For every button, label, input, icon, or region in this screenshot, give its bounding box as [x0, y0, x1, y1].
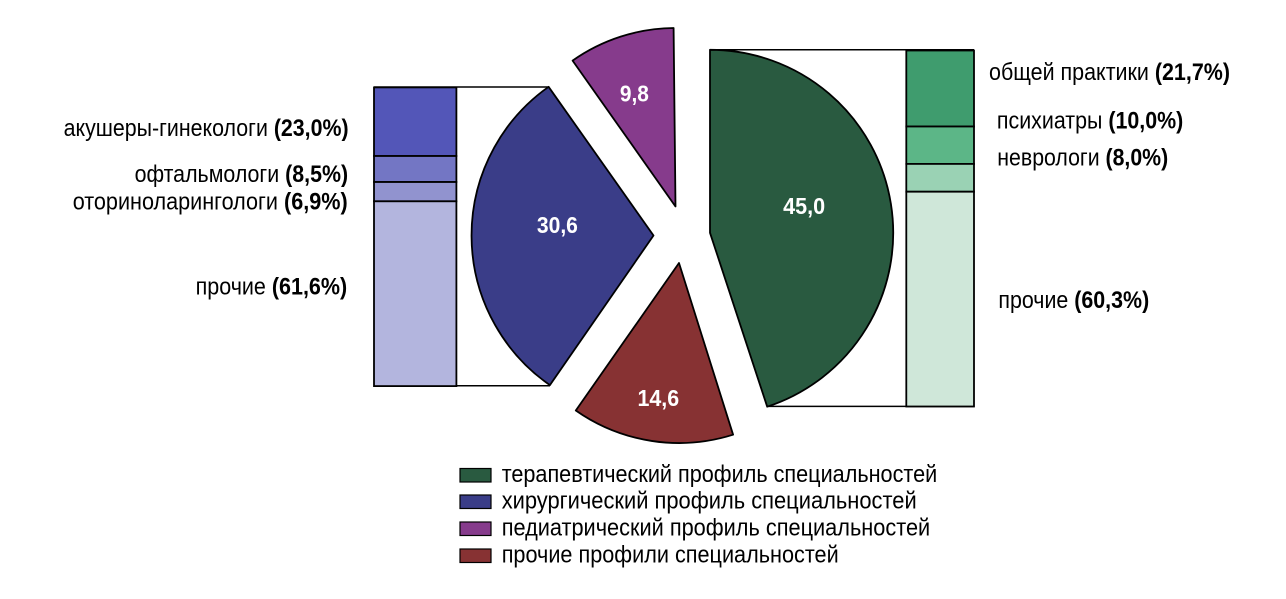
svg-text:(8,0%): (8,0%)	[1100, 144, 1169, 171]
svg-text:(6,9%): (6,9%)	[278, 188, 348, 215]
svg-text:30,6: 30,6	[537, 212, 578, 238]
svg-text:9,8: 9,8	[620, 80, 649, 106]
svg-text:прочие профили специальностей: прочие профили специальностей	[502, 541, 839, 568]
svg-text:акушеры-гинекологи: акушеры-гинекологи	[64, 115, 268, 142]
svg-text:хирургический профиль специаль: хирургический профиль специальностей	[502, 488, 917, 515]
svg-text:терапевтический профиль специа: терапевтический профиль специальностей	[502, 461, 938, 488]
svg-text:общей практики: общей практики	[989, 59, 1149, 86]
svg-text:(60,3%): (60,3%)	[1068, 287, 1149, 314]
svg-text:(61,6%): (61,6%)	[266, 274, 347, 301]
svg-text:офтальмологи: офтальмологи	[135, 161, 280, 188]
svg-text:психиатры: психиатры	[997, 108, 1103, 135]
svg-text:14,6: 14,6	[637, 385, 679, 411]
svg-text:прочие: прочие	[998, 287, 1068, 314]
svg-text:прочие: прочие	[196, 274, 266, 301]
svg-text:(10,0%): (10,0%)	[1102, 108, 1183, 135]
svg-text:неврологи: неврологи	[997, 144, 1099, 171]
svg-text:45,0: 45,0	[783, 193, 825, 219]
svg-text:(21,7%): (21,7%)	[1149, 59, 1230, 86]
svg-text:педиатрический профиль специал: педиатрический профиль специальностей	[502, 515, 931, 542]
svg-text:оториноларингологи: оториноларингологи	[73, 188, 278, 215]
svg-text:(23,0%): (23,0%)	[268, 115, 349, 142]
svg-text:(8,5%): (8,5%)	[279, 161, 348, 188]
